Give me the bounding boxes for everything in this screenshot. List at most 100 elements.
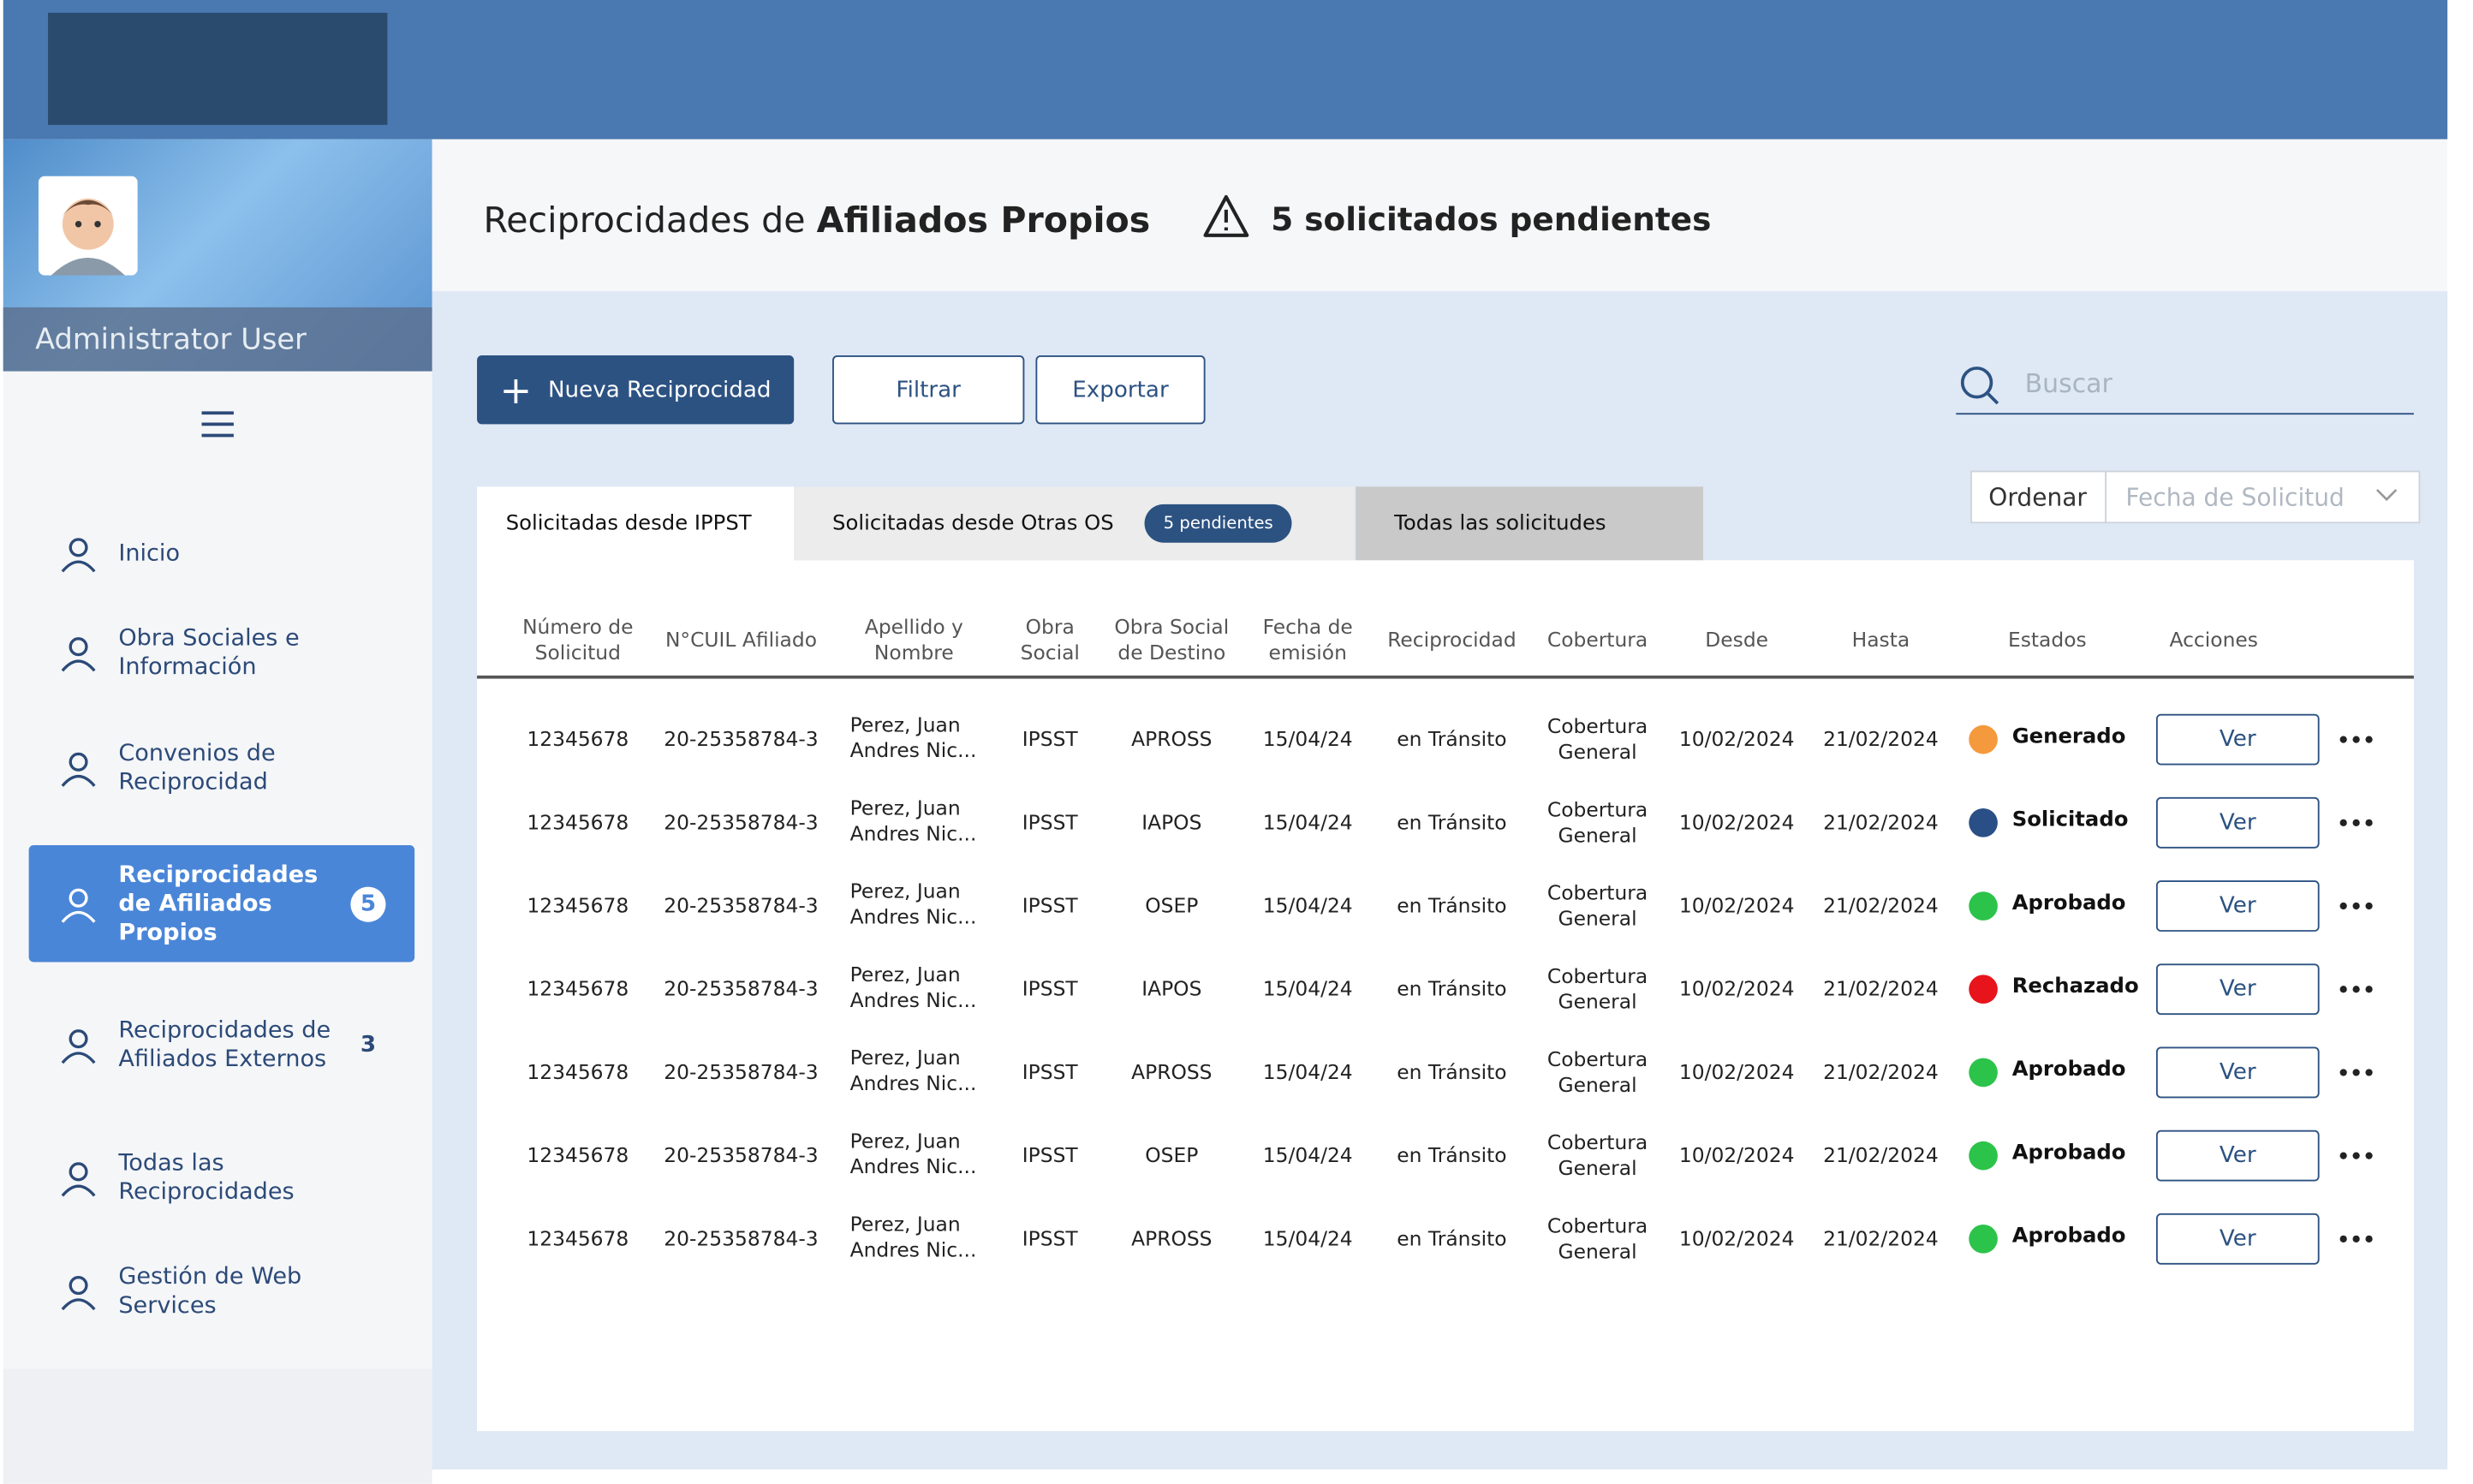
status-label: Rechazado: [2011, 974, 2139, 999]
more-menu[interactable]: [2337, 1143, 2375, 1169]
column-header: Reciprocidad: [1387, 627, 1517, 652]
more-menu[interactable]: [2337, 893, 2375, 919]
menu-item[interactable]: Todas las Reciprocidades: [29, 1136, 415, 1219]
cell: IAPOS: [1141, 809, 1202, 834]
cell: 21/02/2024: [1823, 809, 1939, 834]
view-button[interactable]: Ver: [2155, 1046, 2320, 1099]
cell: 20-25358784-3: [664, 893, 819, 918]
column-header: Apellido y Nombre: [864, 614, 963, 665]
column-header: Estados: [2007, 627, 2087, 652]
header-divider: [477, 675, 2414, 678]
cell: 12345678: [527, 1142, 629, 1167]
more-menu[interactable]: [2337, 810, 2375, 836]
view-button[interactable]: Ver: [2155, 880, 2320, 932]
view-button[interactable]: Ver: [2155, 1213, 2320, 1265]
cell: 20-25358784-3: [664, 726, 819, 751]
more-menu[interactable]: [2337, 1059, 2375, 1085]
hamburger[interactable]: [200, 410, 235, 439]
status-dot: [1969, 724, 1998, 754]
view-button[interactable]: Ver: [2155, 1129, 2320, 1182]
status-label: Generado: [2011, 724, 2126, 749]
cell: IPSST: [1022, 726, 1078, 751]
cell: en Tránsito: [1397, 1225, 1507, 1250]
cell: IPSST: [1022, 1142, 1078, 1167]
column-header: Número de Solicitud: [522, 614, 634, 665]
title-prefix: Reciprocidades de: [483, 201, 806, 242]
warning-text: 5 solicitados pendientes: [1271, 200, 1712, 239]
cell: APROSS: [1131, 726, 1213, 751]
status-dot: [1969, 1058, 1998, 1088]
sort-label: Ordenar: [1970, 470, 2107, 524]
status-dot: [1969, 891, 1998, 921]
tab-label: Solicitadas desde Otras OS: [832, 511, 1114, 536]
menu-item[interactable]: Reciprocidades de Afiliados Externos 3: [29, 992, 415, 1098]
cell: 15/04/24: [1262, 1225, 1353, 1250]
cell: Perez, Juan Andres Nic...: [849, 879, 977, 929]
menu-item[interactable]: Inicio: [29, 525, 415, 582]
cell: Cobertura General: [1546, 1213, 1648, 1263]
cell: IPSST: [1022, 1225, 1078, 1250]
more-menu[interactable]: [2337, 727, 2375, 753]
export-button[interactable]: Exportar: [1035, 355, 1206, 425]
cell: Cobertura General: [1546, 1129, 1648, 1180]
sort-chevron: [2375, 489, 2398, 502]
table-panel: [477, 560, 2414, 1432]
cell: 21/02/2024: [1823, 1059, 1939, 1084]
menu-label: Obra Sociales e Información: [118, 625, 300, 681]
cell: en Tránsito: [1397, 1142, 1507, 1167]
menu-label: Reciprocidades de Afiliados Propios: [118, 861, 319, 945]
cell: 15/04/24: [1262, 1059, 1353, 1084]
page-title: Reciprocidades de Afiliados Propios: [484, 202, 1151, 242]
menu-item[interactable]: Convenios de Reciprocidad: [29, 731, 415, 805]
filter-button[interactable]: Filtrar: [832, 355, 1025, 425]
more-menu[interactable]: [2337, 976, 2375, 1002]
cell: 21/02/2024: [1823, 726, 1939, 751]
cell: 12345678: [527, 1059, 629, 1084]
cell: Perez, Juan Andres Nic...: [849, 1212, 977, 1262]
tab[interactable]: Solicitadas desde Otras OS 5 pendientes: [794, 486, 1355, 561]
cell: Perez, Juan Andres Nic...: [849, 962, 977, 1012]
sort-box[interactable]: [1970, 470, 2421, 524]
cell: 20-25358784-3: [664, 809, 819, 834]
cell: APROSS: [1131, 1059, 1213, 1084]
search-icon: [1960, 367, 1999, 405]
avatar: [38, 176, 138, 276]
cell: IPSST: [1022, 893, 1078, 918]
menu-item[interactable]: Obra Sociales e Información: [29, 617, 415, 690]
tab[interactable]: Solicitadas desde IPPST: [477, 486, 795, 563]
menu-badge: 3: [360, 1032, 377, 1058]
cell: en Tránsito: [1397, 1059, 1507, 1084]
cell: IPSST: [1022, 1059, 1078, 1084]
more-menu[interactable]: [2337, 1226, 2375, 1252]
menu-item[interactable]: Reciprocidades de Afiliados Propios 5: [28, 844, 415, 963]
column-header: Fecha de emisión: [1262, 614, 1353, 665]
cell: Cobertura General: [1546, 1046, 1648, 1097]
sort-select[interactable]: Fecha de Solicitud: [2125, 483, 2345, 513]
user-name: Administrator User: [3, 307, 432, 372]
sidebar-footer: [3, 1368, 432, 1484]
view-button[interactable]: Ver: [2155, 796, 2320, 849]
warning-icon: [1203, 194, 1249, 237]
new-button[interactable]: + Nueva Reciprocidad: [477, 355, 795, 425]
cell: 21/02/2024: [1823, 1142, 1939, 1167]
search-input[interactable]: Buscar: [1956, 361, 2414, 415]
cell: 12345678: [527, 809, 629, 834]
cell: 10/02/2024: [1678, 809, 1795, 834]
menu-label: Gestión de Web Services: [118, 1264, 302, 1320]
column-header: Acciones: [2169, 627, 2258, 652]
menu-label: Convenios de Reciprocidad: [118, 741, 276, 796]
column-header: Hasta: [1851, 627, 1910, 652]
column-header: Obra Social: [1020, 614, 1080, 665]
tab[interactable]: Todas las solicitudes: [1356, 486, 1703, 561]
view-button[interactable]: Ver: [2155, 713, 2320, 766]
top-bar: [3, 0, 2448, 140]
menu-item[interactable]: Gestión de Web Services: [29, 1250, 415, 1333]
cell: OSEP: [1145, 893, 1199, 918]
logo-placeholder: [48, 12, 388, 125]
cell: 12345678: [527, 976, 629, 1001]
cell: Perez, Juan Andres Nic...: [849, 796, 977, 845]
cell: Cobertura General: [1546, 963, 1648, 1014]
view-button[interactable]: Ver: [2155, 963, 2320, 1016]
cell: 10/02/2024: [1678, 1059, 1795, 1084]
